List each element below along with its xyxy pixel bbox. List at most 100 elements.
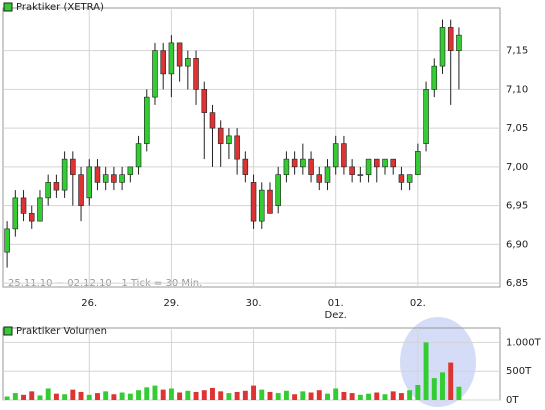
candle-body [4,228,10,253]
y-tick-label: 7,10 [506,84,528,95]
volume-bar [308,392,314,400]
candle-body [127,166,134,175]
candle-body [86,166,93,199]
candle-body [242,158,249,175]
candle-body [201,89,208,113]
volume-bar [440,372,445,400]
volume-bar [21,394,27,400]
candle-body [357,174,364,176]
volume-bar [292,394,298,400]
volume-bar [382,394,388,400]
candle-body [102,174,109,183]
volume-bar [242,390,248,400]
candle-body [193,58,199,90]
volume-bar [366,393,372,400]
volume-bar [119,392,125,400]
candle-body [12,197,19,230]
candle-body [415,151,421,175]
candle-body [406,174,413,183]
candle-body [111,174,117,183]
volume-bar [423,342,429,400]
y-tick-label: 7,00 [506,162,528,173]
volume-bar [201,390,207,400]
volume-bar [210,387,215,400]
volume-bar [37,395,43,400]
legend-swatch [3,2,13,12]
candle-body [160,50,166,75]
volume-bar [177,392,183,400]
candle-body [316,174,323,183]
candle-body [431,65,438,90]
volume-bar [144,387,150,400]
candle-body [119,174,125,183]
y-tick-label: 500T [506,366,532,377]
volume-bar [407,390,413,400]
volume-bar [86,394,92,400]
volume-bar [456,386,462,400]
volume-bar [95,393,100,400]
volume-bar [415,385,421,400]
candle-body [439,27,446,67]
candle-body [70,158,76,175]
candle-body [226,135,232,144]
volume-bar [152,385,158,400]
y-tick-label: 7,15 [506,46,528,57]
volume-bar [374,392,380,400]
candle-body [209,112,216,129]
candle-body [152,50,158,98]
volume-bar [283,390,289,400]
volume-bar [226,393,232,400]
candle-body [300,158,306,168]
candle-body [349,166,355,175]
candle-body [250,182,257,222]
volume-bar [357,394,363,400]
candle-body [234,135,240,160]
candle-body [308,158,314,175]
x-tick-label: 30. [246,298,262,309]
y-tick-label: 6,95 [506,201,528,212]
volume-bar [160,389,166,400]
x-tick-label: 01. [328,298,344,309]
candle-body [291,158,298,168]
volume-bar [29,391,35,400]
volume-bar [398,393,404,400]
volume-bar [103,391,109,400]
candle-body [94,166,101,183]
volume-bar [62,394,68,400]
legend-swatch [3,326,13,336]
candle-body [275,174,281,206]
candle-body [135,143,142,168]
candle-body [341,143,347,168]
volume-bar [333,388,339,400]
y-tick-label: 6,90 [506,239,528,250]
candle-body [53,182,60,191]
candle-body [398,174,405,183]
candle-body [382,158,388,168]
volume-bar [448,362,454,400]
volume-bar [4,396,10,400]
candle-body [374,158,380,168]
candle-body [456,34,462,51]
candle-body [143,96,150,144]
price-title: Praktiker (XETRA) [16,2,104,13]
volume-bar [53,393,59,400]
volume-bar [325,393,330,400]
candle-body [176,42,183,67]
volume-bar [45,388,51,400]
candle-body [267,189,273,214]
volume-bar [12,393,18,400]
volume-bar [185,390,191,400]
volume-bar [431,378,437,400]
volume-bar [390,391,396,400]
volume-bar [218,391,224,400]
candle-body [283,158,290,175]
candle-body [447,27,454,51]
y-tick-label: 6,85 [506,278,528,289]
y-tick-label: 1.000T [506,337,542,348]
y-tick-label: 0T [506,395,519,406]
volume-bar [168,388,174,400]
volume-bar [234,391,240,400]
candle-body [217,127,224,144]
candle-body [28,213,35,222]
